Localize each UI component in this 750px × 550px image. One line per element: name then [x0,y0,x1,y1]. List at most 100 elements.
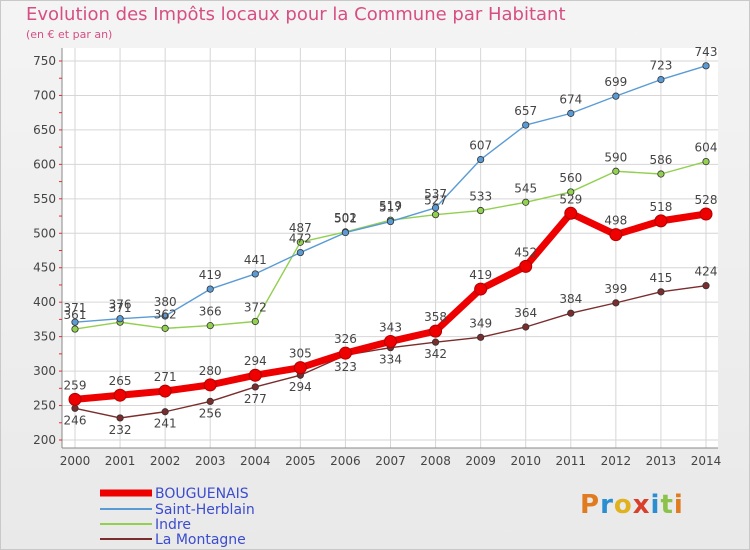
data-point [296,238,304,246]
data-label: 743 [695,45,718,59]
data-point [116,315,124,323]
data-point [702,282,710,290]
x-tick-label: 2010 [510,454,541,468]
chart-title: Evolution des Impôts locaux pour la Comm… [26,4,566,25]
data-point [477,155,485,164]
data-point [431,204,440,212]
data-label: 361 [64,308,87,322]
x-tick-label: 2011 [556,454,587,468]
data-point [161,324,169,332]
data-label: 265 [109,374,132,388]
data-label: 537 [424,187,447,201]
data-point [429,324,443,338]
x-tick-label: 2008 [420,454,451,468]
data-label: 415 [649,271,672,285]
data-label: 527 [424,194,447,208]
data-label: 246 [64,413,87,427]
data-point [567,109,575,117]
data-point [203,378,217,392]
x-tick-label: 2003 [195,454,226,468]
data-point [71,325,79,333]
data-label: 343 [379,320,402,334]
data-label: 607 [469,139,492,153]
data-label: 501 [334,212,357,226]
proxiti-logo: Proxiti [580,490,684,520]
data-label: 529 [559,192,582,206]
data-label: 498 [604,214,627,228]
x-tick-label: 2006 [330,454,361,468]
data-label: 424 [695,265,718,279]
y-tick-label: 700 [33,88,56,102]
data-point [71,404,79,412]
data-label: 419 [199,268,222,282]
y-tick-label: 600 [33,157,56,171]
y-tick-label: 450 [33,261,56,275]
data-point [113,388,127,402]
data-label: 399 [604,282,627,296]
data-label: 294 [244,354,267,368]
data-label: 384 [559,292,582,306]
legend-label: La Montagne [155,532,246,548]
data-point [477,333,485,341]
data-point [654,214,668,228]
data-point [116,414,124,422]
data-point [477,206,485,215]
x-tick-label: 2007 [375,454,406,468]
data-point [431,338,440,346]
y-tick-label: 500 [33,226,56,240]
data-point [248,368,262,382]
data-label: 241 [154,417,177,431]
data-label: 545 [514,181,537,195]
x-tick-label: 2001 [105,454,136,468]
data-label: 232 [109,423,132,437]
data-point [158,384,172,398]
data-label: 334 [379,353,402,367]
y-tick-label: 350 [33,330,56,344]
data-point [206,322,214,330]
data-label: 452 [514,245,537,259]
data-point [609,228,623,242]
data-point [161,312,169,320]
data-label: 560 [559,171,582,185]
chart-subtitle: (en € et par an) [26,28,113,41]
data-label: 674 [559,92,582,106]
data-label: 419 [469,268,492,282]
x-tick-label: 2000 [60,454,91,468]
data-point [699,207,713,221]
data-point [386,217,395,226]
data-label: 305 [289,347,312,361]
x-tick-label: 2004 [240,454,271,468]
data-point [612,167,620,175]
data-label: 364 [514,306,537,320]
data-point [206,397,214,406]
data-point [338,346,352,360]
data-label: 518 [649,200,672,214]
data-label: 271 [154,370,177,384]
y-tick-label: 550 [33,192,56,206]
data-label: 723 [649,59,672,73]
data-label: 441 [244,253,267,267]
data-point [384,334,397,348]
x-tick-label: 2005 [285,454,316,468]
data-point [474,282,488,296]
legend-label: Indre [155,517,191,533]
data-label: 371 [64,301,87,315]
legend-label: BOUGUENAIS [155,486,249,502]
data-label: 487 [289,221,312,235]
data-point [251,383,259,391]
data-point [71,318,79,326]
data-point [702,158,710,166]
data-point [161,408,169,416]
data-label: 472 [289,232,312,246]
data-point [522,323,530,331]
data-label: 371 [109,301,132,315]
data-label: 604 [695,141,718,155]
data-label: 277 [244,392,267,406]
data-point [431,211,440,219]
data-label: 358 [424,310,447,324]
data-label: 502 [334,211,357,225]
data-point [612,299,620,307]
data-label: 657 [514,104,537,118]
data-label: 376 [109,298,132,312]
